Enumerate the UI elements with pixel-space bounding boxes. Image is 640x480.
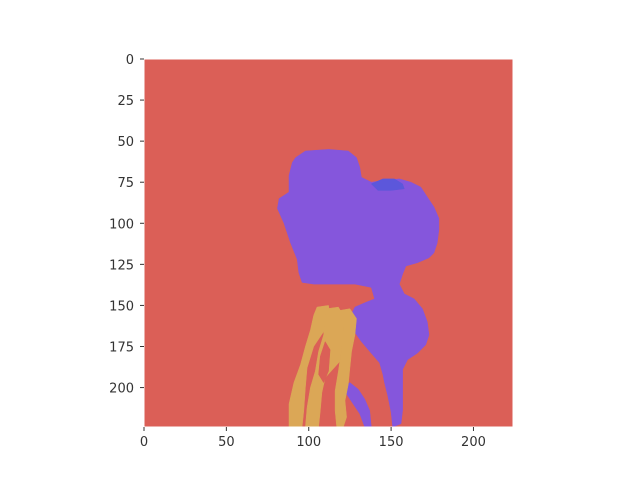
y-tick-label: 125 (109, 258, 134, 273)
y-tick-label: 100 (109, 217, 134, 232)
plot-frame (143, 58, 514, 428)
y-tick-label: 150 (109, 299, 134, 314)
plot-area (143, 58, 514, 428)
y-axis: 0 25 50 75 100 125 150 175 200 (109, 53, 144, 397)
x-tick-label: 50 (218, 435, 235, 450)
y-tick-label: 0 (126, 53, 134, 68)
x-tick-label: 100 (296, 435, 321, 450)
y-tick-label: 25 (117, 94, 134, 109)
y-tick-label: 200 (109, 382, 134, 397)
x-tick-label: 150 (379, 435, 404, 450)
segment-blue-patch (370, 178, 405, 191)
y-tick-label: 75 (117, 176, 134, 191)
x-axis: 0 50 100 150 200 (140, 427, 486, 450)
y-tick-label: 175 (109, 341, 134, 356)
x-tick-label: 200 (461, 435, 486, 450)
segment-purple-body (277, 149, 440, 428)
y-tick-label: 50 (117, 135, 134, 150)
x-tick-label: 0 (140, 435, 148, 450)
segment-orange-right (334, 308, 357, 428)
segment-background-gap (318, 341, 331, 384)
